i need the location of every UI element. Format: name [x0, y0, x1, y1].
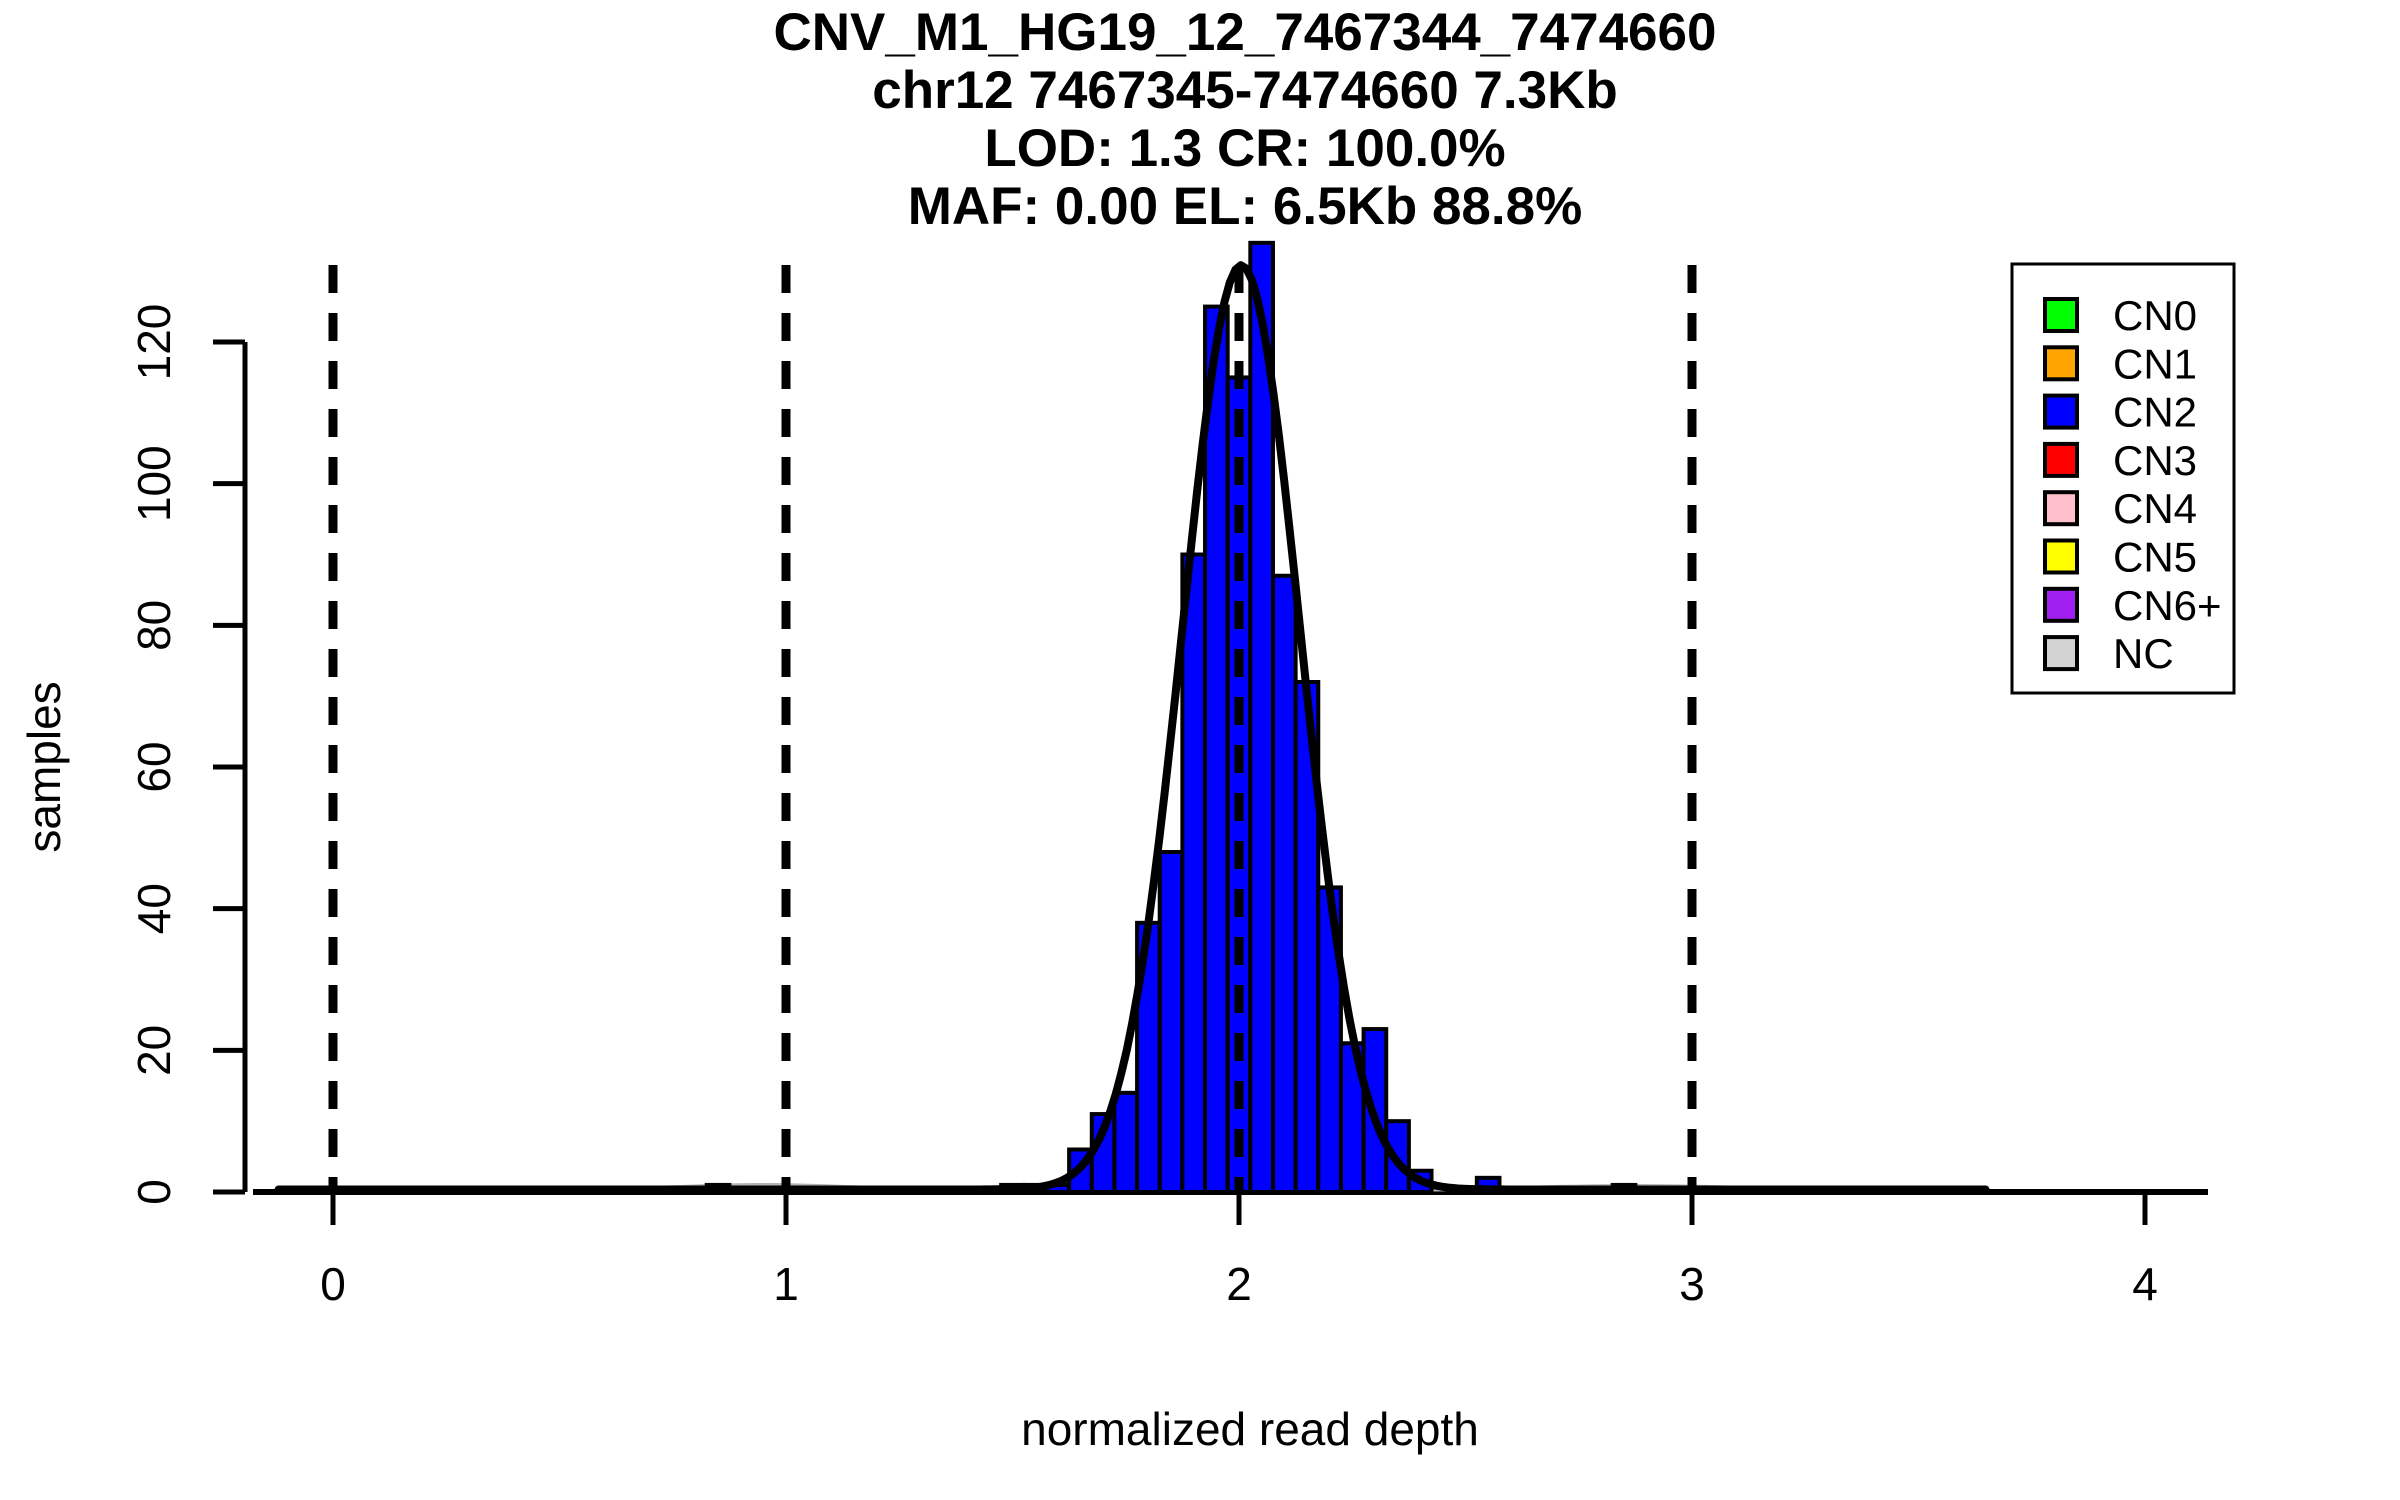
- x-tick-label: 1: [773, 1258, 799, 1310]
- y-tick-label: 120: [128, 304, 180, 381]
- legend-swatch: [2043, 393, 2079, 430]
- chart-title-line-3: LOD: 1.3 CR: 100.0%: [984, 119, 1506, 178]
- x-tick-label: 4: [2132, 1258, 2158, 1310]
- legend-label: CN1: [2113, 340, 2197, 387]
- legend-swatch: [2043, 538, 2079, 575]
- y-tick-label: 20: [128, 1025, 180, 1076]
- density-fit-curve: [274, 261, 1990, 1194]
- legend-label: CN2: [2113, 389, 2197, 436]
- chart-title-line-2: chr12 7467345-7474660 7.3Kb: [872, 61, 1618, 120]
- histogram-bar: [1270, 573, 1298, 1194]
- legend-swatch: [2043, 345, 2079, 382]
- histogram-bar: [1225, 375, 1253, 1194]
- chart-title-block: CNV_M1_HG19_12_7467344_7474660 chr12 746…: [0, 4, 2400, 236]
- chart-title-line-1: CNV_M1_HG19_12_7467344_7474660: [773, 3, 1717, 62]
- legend-swatch: [2043, 635, 2079, 672]
- x-axis-title: normalized read depth: [1021, 1403, 1479, 1455]
- chart-title-line-4: MAF: 0.00 EL: 6.5Kb 88.8%: [907, 177, 1583, 236]
- legend-label: CN6+: [2113, 582, 2222, 629]
- histogram-bar: [1112, 1090, 1140, 1195]
- legend-label: NC: [2113, 630, 2174, 677]
- x-tick-label: 2: [1226, 1258, 1252, 1310]
- y-tick-label: 80: [128, 600, 180, 651]
- y-axis-title: samples: [18, 681, 70, 852]
- y-tick-label: 0: [128, 1179, 180, 1205]
- y-tick-label: 100: [128, 445, 180, 522]
- histogram-bar: [1157, 850, 1185, 1194]
- legend-swatch: [2043, 586, 2079, 623]
- legend-swatch: [2043, 490, 2079, 527]
- legend-label: CN3: [2113, 437, 2197, 484]
- histogram-bar: [1203, 304, 1230, 1195]
- x-tick-label: 3: [1679, 1258, 1705, 1310]
- x-tick-label: 0: [320, 1258, 346, 1310]
- legend-label: CN0: [2113, 292, 2197, 339]
- legend-label: CN4: [2113, 485, 2197, 532]
- y-tick-label: 60: [128, 741, 180, 792]
- histogram-bar: [1180, 552, 1208, 1194]
- legend-swatch: [2043, 441, 2079, 478]
- y-tick-label: 40: [128, 883, 180, 934]
- legend-label: CN5: [2113, 534, 2197, 581]
- legend-swatch: [2043, 297, 2079, 333]
